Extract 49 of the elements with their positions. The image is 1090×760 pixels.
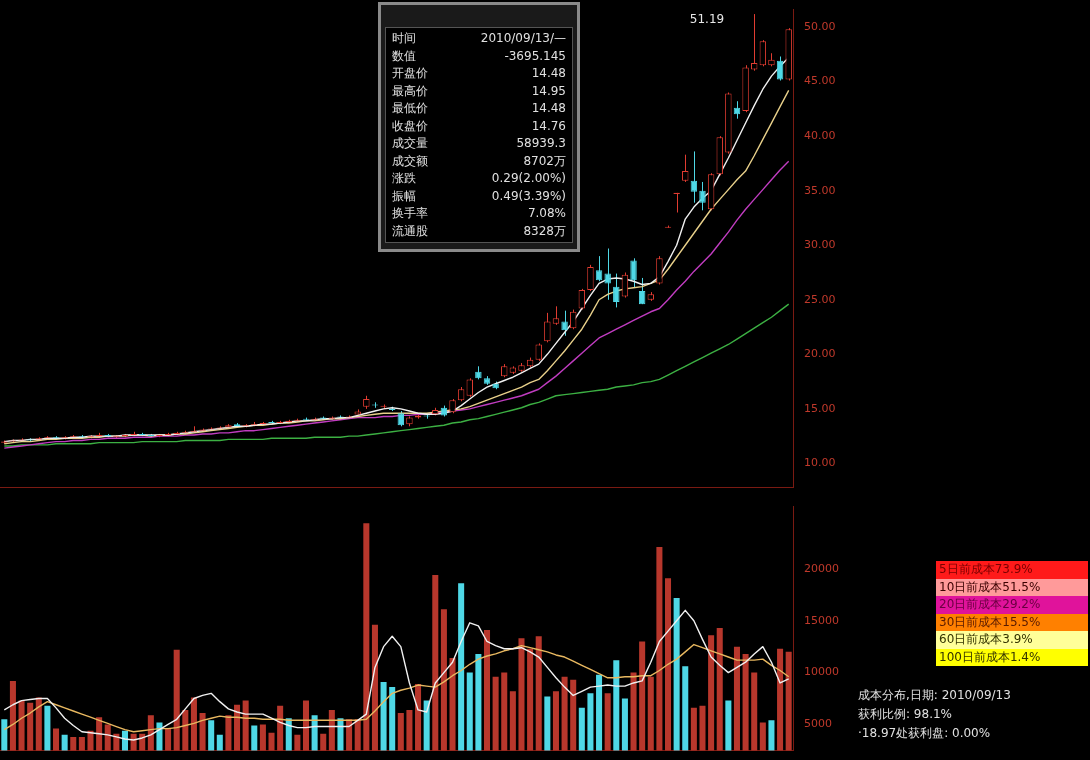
text: 收盘价 14.76: [392, 118, 566, 133]
text: 5日前成本73.9%: [936, 561, 1088, 579]
annotation: 51.19: [689, 12, 725, 27]
text: 成交额 8702万: [392, 153, 566, 168]
y-tick-label: 15000: [804, 613, 839, 627]
candlestick: [544, 312, 551, 343]
text: 成交量 58939.3: [392, 136, 566, 150]
text: 最低价 14.48: [392, 101, 566, 115]
text: 振幅 0.49(3.39%): [392, 188, 566, 203]
candlestick: [466, 377, 473, 398]
candlestick: [750, 13, 758, 72]
candlestick: [699, 181, 706, 211]
candlestick: [630, 257, 637, 289]
y-tick-label: 10000: [804, 665, 839, 679]
y-tick-label: 30.00: [804, 238, 836, 252]
text: 10日前成本51.5%: [936, 578, 1088, 596]
text: 涨跌 0.29(2.00%): [392, 171, 566, 185]
y-tick-label: 10.00: [804, 456, 836, 470]
candlestick: [604, 248, 611, 301]
text: 流通股 8328万: [392, 223, 566, 238]
y-tick-label: 35.00: [804, 183, 836, 197]
candlestick: [587, 264, 594, 292]
y-tick-label: 20000: [804, 561, 839, 575]
candlestick: [561, 310, 568, 337]
y-tick-label: 45.00: [804, 74, 836, 88]
candlestick: [656, 255, 663, 285]
y-tick-label: 5000: [804, 717, 832, 731]
text: 60日前成本3.9%: [936, 631, 1088, 649]
text: 数值 -3695.145: [392, 48, 566, 63]
y-tick-label: 25.00: [804, 292, 836, 306]
candlestick: [690, 150, 698, 204]
text: ·18.97处获利盘: 0.00%: [858, 725, 992, 742]
text: 开盘价 14.48: [392, 66, 566, 80]
text: 成本分布,日期: 2010/09/13: [858, 687, 1012, 704]
y-tick-label: 20.00: [804, 347, 836, 361]
candlestick: [552, 305, 560, 326]
text: 30日前成本15.5%: [936, 613, 1088, 631]
y-tick-label: 15.00: [804, 401, 836, 415]
text: 获利比例: 98.1%: [858, 706, 953, 723]
text: 最高价 14.95: [392, 83, 566, 98]
y-tick-label: 40.00: [804, 129, 836, 142]
text: 换手率 7.08%: [392, 206, 566, 220]
candlestick: [759, 39, 767, 67]
candlestick: [595, 255, 603, 282]
text: 时间 2010/09/13/—: [392, 31, 566, 45]
candlestick: [613, 273, 620, 308]
y-tick-label: 50.00: [804, 19, 836, 33]
text: 20日前成本29.2%: [936, 596, 1088, 614]
text: 100日前成本1.4%: [936, 648, 1088, 666]
